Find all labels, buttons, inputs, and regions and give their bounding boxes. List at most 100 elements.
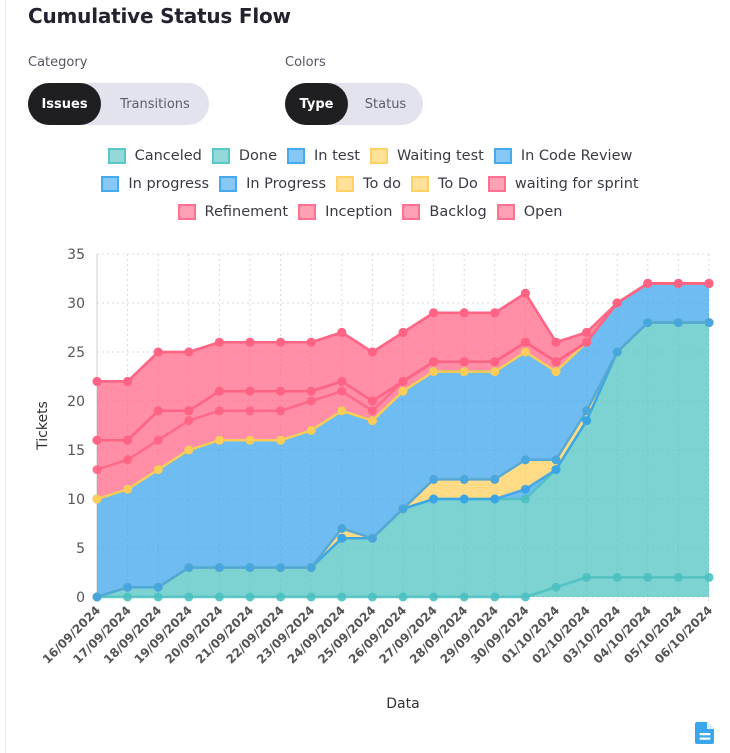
- legend-item-open[interactable]: Open: [496, 204, 563, 220]
- point-in-test: [520, 484, 530, 494]
- point-open: [704, 278, 714, 288]
- area-backlog: [97, 283, 709, 441]
- point-to-do: [123, 484, 133, 494]
- point-waiting-for-sprint: [276, 406, 286, 416]
- series-points: [92, 278, 714, 602]
- point-open: [490, 308, 500, 318]
- point-to-do: [276, 435, 286, 445]
- category-option-transitions[interactable]: Transitions: [120, 96, 190, 112]
- legend-swatch: [493, 148, 512, 164]
- point-in-test: [429, 494, 439, 504]
- point-canceled: [398, 592, 408, 602]
- legend-label: Backlog: [429, 204, 487, 220]
- point-waiting-for-sprint: [214, 406, 224, 416]
- point-in-code-review: [245, 563, 255, 573]
- point-to-do: [245, 435, 255, 445]
- point-canceled: [551, 582, 561, 592]
- point-open: [459, 308, 469, 318]
- point-open: [643, 278, 653, 288]
- y-tick-label: 30: [67, 296, 85, 312]
- point-in-code-review: [520, 455, 530, 465]
- y-tick-label: 25: [67, 345, 85, 361]
- area-in-progress: [97, 283, 709, 597]
- point-open: [153, 347, 163, 357]
- point-canceled: [704, 572, 714, 582]
- legend-item-in-test[interactable]: In test: [287, 148, 360, 164]
- category-option-issues[interactable]: Issues: [28, 83, 101, 125]
- point-waiting-for-sprint: [337, 386, 347, 396]
- legend-swatch: [219, 176, 238, 192]
- legend-swatch: [177, 204, 196, 220]
- point-inception: [306, 386, 316, 396]
- colors-option-type[interactable]: Type: [285, 83, 348, 125]
- legend-item-in-progress[interactable]: In Progress: [219, 176, 326, 192]
- point-inception: [551, 357, 561, 367]
- point-inception: [214, 386, 224, 396]
- document-icon[interactable]: [695, 722, 715, 744]
- point-open: [245, 337, 255, 347]
- legend-label: To Do: [438, 176, 478, 192]
- point-done: [520, 494, 530, 504]
- point-inception: [184, 406, 194, 416]
- y-tick-label: 10: [67, 492, 85, 508]
- point-inception: [490, 357, 500, 367]
- point-waiting-for-sprint: [184, 416, 194, 426]
- legend-item-refinement[interactable]: Refinement: [177, 204, 288, 220]
- legend-item-waiting-test[interactable]: Waiting test: [369, 148, 484, 164]
- legend-item-to-do[interactable]: To do: [336, 176, 401, 192]
- legend-item-to-do[interactable]: To Do: [411, 176, 478, 192]
- point-canceled: [153, 592, 163, 602]
- point-inception: [582, 337, 592, 347]
- chart-legend: Canceled Done In test Waiting test In Code R…: [40, 142, 700, 226]
- legend-label: In progress: [128, 176, 210, 192]
- point-to-do: [398, 386, 408, 396]
- colors-option-status[interactable]: Status: [364, 96, 407, 112]
- point-in-code-review: [643, 318, 653, 328]
- point-to-do: [520, 347, 530, 357]
- legend-item-canceled[interactable]: Canceled: [107, 148, 202, 164]
- point-inception: [398, 376, 408, 386]
- point-to-do: [551, 367, 561, 377]
- point-canceled: [643, 572, 653, 582]
- legend-item-backlog[interactable]: Backlog: [402, 204, 487, 220]
- point-canceled: [245, 592, 255, 602]
- category-toggle: Issues Transitions: [28, 83, 209, 125]
- point-to-do: [184, 445, 194, 455]
- point-canceled: [276, 592, 286, 602]
- legend-label: In Code Review: [520, 148, 633, 164]
- legend-item-in-progress[interactable]: In progress: [101, 176, 209, 192]
- point-canceled: [429, 592, 439, 602]
- legend-swatch: [287, 148, 306, 164]
- point-in-code-review: [276, 563, 286, 573]
- legend-item-inception[interactable]: Inception: [298, 204, 392, 220]
- point-open: [214, 337, 224, 347]
- point-inception: [245, 386, 255, 396]
- legend-label: Open: [523, 204, 563, 220]
- point-to-do: [490, 367, 500, 377]
- point-to-do: [92, 494, 102, 504]
- y-tick-label: 20: [67, 394, 85, 410]
- point-in-code-review: [704, 318, 714, 328]
- point-to-do: [306, 425, 316, 435]
- legend-item-in-code-review[interactable]: In Code Review: [493, 148, 633, 164]
- y-tick-label: 0: [76, 590, 85, 606]
- point-canceled: [184, 592, 194, 602]
- point-waiting-for-sprint: [92, 465, 102, 475]
- point-open: [184, 347, 194, 357]
- point-open: [673, 278, 683, 288]
- legend-item-waiting-for-sprint[interactable]: waiting for sprint: [487, 176, 639, 192]
- page-title: Cumulative Status Flow: [28, 4, 291, 28]
- point-canceled: [582, 572, 592, 582]
- legend-label: To do: [363, 176, 401, 192]
- point-waiting-for-sprint: [245, 406, 255, 416]
- point-in-code-review: [123, 582, 133, 592]
- point-in-code-review: [612, 347, 622, 357]
- point-canceled: [214, 592, 224, 602]
- y-tick-label: 35: [67, 247, 85, 263]
- point-open: [551, 337, 561, 347]
- point-open: [367, 347, 377, 357]
- point-open: [92, 376, 102, 386]
- document-icon-graphic: [695, 722, 714, 744]
- point-in-test: [337, 533, 347, 543]
- legend-item-done[interactable]: Done: [211, 148, 277, 164]
